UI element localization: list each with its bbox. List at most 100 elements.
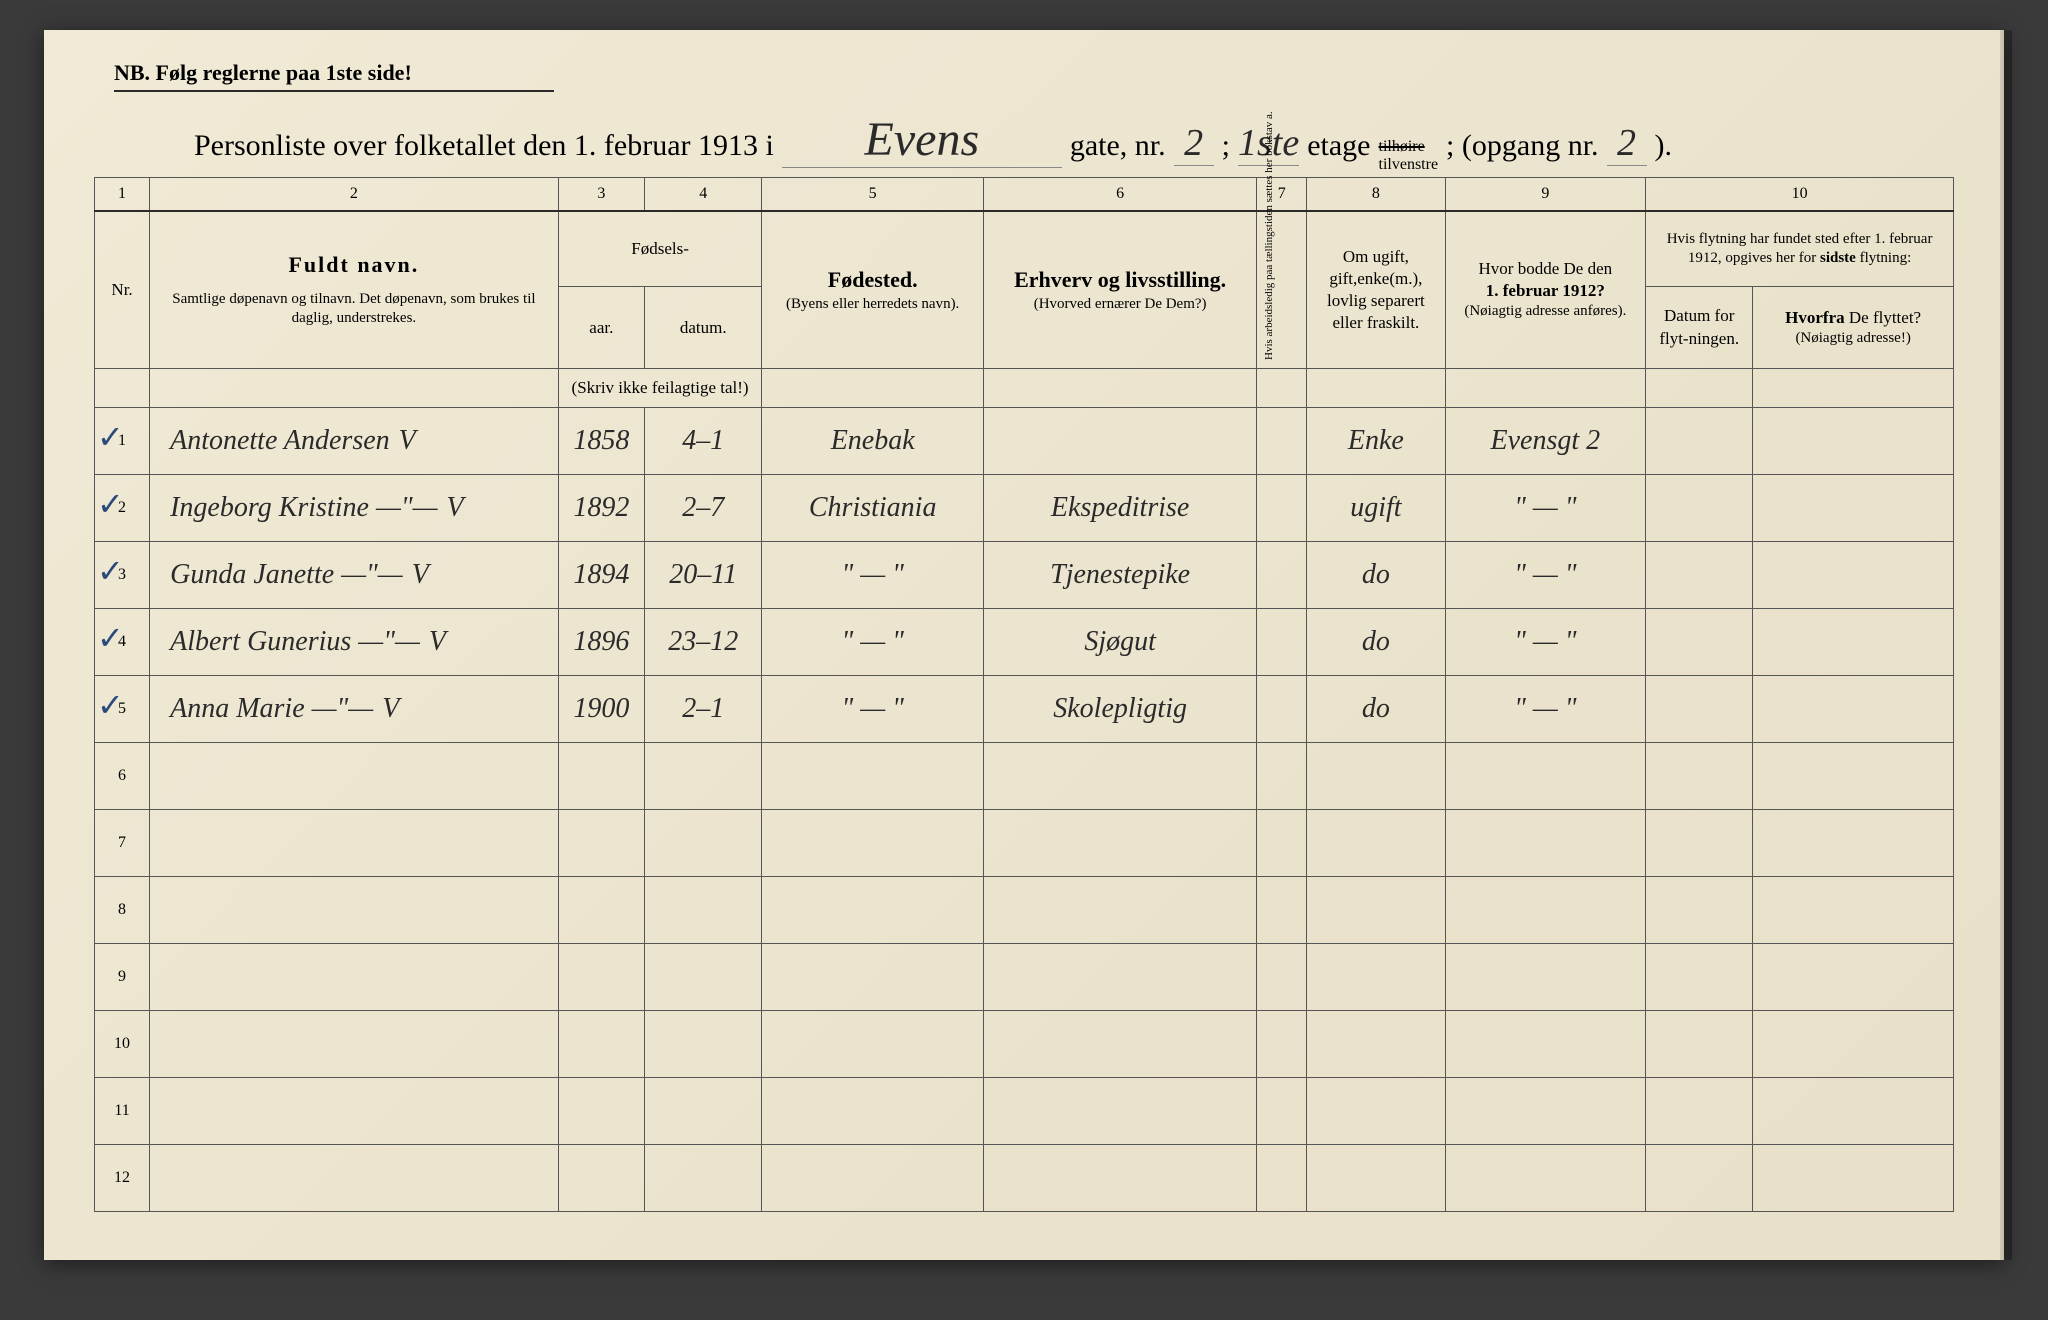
tilvenstre: tilvenstre [1379, 156, 1439, 173]
row-nr: 8 [95, 877, 150, 944]
cell-address [1445, 1145, 1646, 1212]
cell-address [1445, 810, 1646, 877]
check-mark: ✓ [97, 418, 124, 456]
cell-col7 [1257, 877, 1307, 944]
cell-status [1307, 1078, 1445, 1145]
cell-name [150, 1011, 559, 1078]
hdr-fodested-main: Fødested. [768, 266, 976, 295]
cell-year: 1900 [558, 676, 644, 743]
tilhoire-crossed: tilhøire [1379, 138, 1425, 155]
table-row: ✓3 Gunda Janette —"— V 1894 20–11 " — " … [95, 542, 1954, 609]
cell-status: do [1307, 542, 1445, 609]
coln-1: 1 [95, 178, 150, 212]
header-row-top: Nr. Fuldt navn. Samtlige døpenavn og til… [95, 211, 1954, 287]
cell-date [644, 877, 761, 944]
cell-status [1307, 1145, 1445, 1212]
cell-birthplace: " — " [762, 609, 983, 676]
closing: ). [1655, 129, 1673, 163]
row-nr: 12 [95, 1145, 150, 1212]
etage-label: etage [1307, 129, 1370, 163]
opgang-nr: 2 [1607, 121, 1647, 166]
column-number-row: 1 2 3 4 5 6 7 8 9 10 [95, 178, 1954, 212]
cell-flyt-from [1753, 542, 1954, 609]
cell-status: Enke [1307, 408, 1445, 475]
cell-date [644, 1145, 761, 1212]
header-row-skriv: (Skriv ikke feilagtige tal!) [95, 369, 1954, 408]
cell-name [150, 877, 559, 944]
table-row: 11 [95, 1078, 1954, 1145]
cell-flyt-from [1753, 743, 1954, 810]
table-row: 8 [95, 877, 1954, 944]
cell-flyt-date [1646, 1145, 1753, 1212]
street-name: Evens [782, 112, 1062, 168]
cell-col7 [1257, 1011, 1307, 1078]
cell-birthplace: Enebak [762, 408, 983, 475]
census-table: 1 2 3 4 5 6 7 8 9 10 Nr. Fuldt navn. Sam… [94, 177, 1954, 1212]
cell-occupation [983, 1078, 1256, 1145]
table-row: 9 [95, 944, 1954, 1011]
cell-birthplace [762, 1011, 983, 1078]
row-nr: ✓1 [95, 408, 150, 475]
table-row: ✓4 Albert Gunerius —"— V 1896 23–12 " — … [95, 609, 1954, 676]
cell-date: 23–12 [644, 609, 761, 676]
cell-flyt-date [1646, 475, 1753, 542]
cell-occupation [983, 944, 1256, 1011]
cell-name: Anna Marie —"— V [150, 676, 559, 743]
row-nr: 7 [95, 810, 150, 877]
cell-col7 [1257, 1078, 1307, 1145]
cell-address: " — " [1445, 475, 1646, 542]
cell-birthplace: Christiania [762, 475, 983, 542]
cell-address [1445, 1011, 1646, 1078]
cell-status [1307, 1011, 1445, 1078]
cell-occupation: Ekspeditrise [983, 475, 1256, 542]
table-row: 12 [95, 1145, 1954, 1212]
cell-date: 4–1 [644, 408, 761, 475]
cell-flyt-from [1753, 877, 1954, 944]
hdr-flytning: Hvis flytning har fundet sted efter 1. f… [1646, 211, 1954, 287]
census-page: NB. Følg reglerne paa 1ste side! Personl… [44, 30, 2004, 1260]
cell-year: 1894 [558, 542, 644, 609]
row-nr: 9 [95, 944, 150, 1011]
cell-flyt-date [1646, 810, 1753, 877]
hdr-hvorfra: Hvorfra De flyttet? (Nøiagtig adresse!) [1753, 287, 1954, 369]
cell-col7 [1257, 743, 1307, 810]
hdr-nr: Nr. [95, 211, 150, 369]
cell-date [644, 944, 761, 1011]
cell-flyt-from [1753, 609, 1954, 676]
cell-flyt-date [1646, 1078, 1753, 1145]
table-body: ✓1 Antonette Andersen V 1858 4–1 Enebak … [95, 408, 1954, 1212]
cell-occupation [983, 1011, 1256, 1078]
row-nr: 6 [95, 743, 150, 810]
cell-flyt-date [1646, 743, 1753, 810]
cell-status [1307, 877, 1445, 944]
cell-occupation [983, 1145, 1256, 1212]
coln-9: 9 [1445, 178, 1646, 212]
row-nr: ✓2 [95, 475, 150, 542]
cell-name: Gunda Janette —"— V [150, 542, 559, 609]
cell-occupation [983, 743, 1256, 810]
coln-2: 2 [150, 178, 559, 212]
cell-name: Albert Gunerius —"— V [150, 609, 559, 676]
cell-birthplace [762, 877, 983, 944]
cell-birthplace [762, 1145, 983, 1212]
cell-year: 1896 [558, 609, 644, 676]
cell-birthplace [762, 810, 983, 877]
cell-occupation [983, 810, 1256, 877]
cell-name: Antonette Andersen V [150, 408, 559, 475]
cell-date [644, 743, 761, 810]
table-row: ✓1 Antonette Andersen V 1858 4–1 Enebak … [95, 408, 1954, 475]
cell-occupation: Sjøgut [983, 609, 1256, 676]
cell-flyt-date [1646, 542, 1753, 609]
cell-status: do [1307, 609, 1445, 676]
coln-10: 10 [1646, 178, 1954, 212]
cell-name: Ingeborg Kristine —"— V [150, 475, 559, 542]
hdr-erhverv: Erhverv og livsstilling. (Hvorved ernære… [983, 211, 1256, 369]
cell-flyt-from [1753, 676, 1954, 743]
cell-flyt-from [1753, 475, 1954, 542]
cell-year [558, 1011, 644, 1078]
cell-name [150, 743, 559, 810]
cell-year: 1892 [558, 475, 644, 542]
gate-label: gate, nr. [1070, 129, 1166, 163]
cell-col7 [1257, 475, 1307, 542]
cell-occupation [983, 877, 1256, 944]
